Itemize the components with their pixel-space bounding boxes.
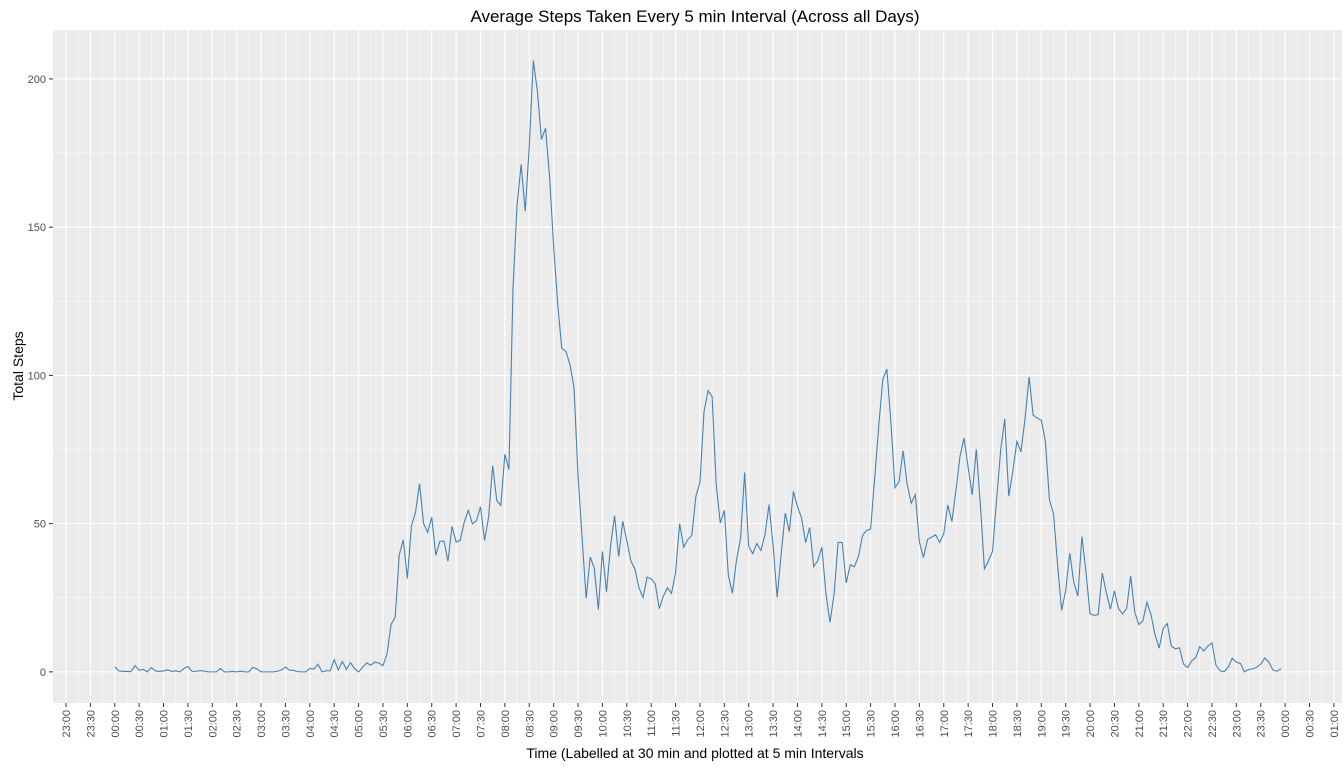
- x-tick-label: 14:30: [817, 710, 829, 738]
- chart-title: Average Steps Taken Every 5 min Interval…: [470, 7, 919, 26]
- x-tick-label: 06:00: [402, 710, 414, 738]
- x-tick-label: 22:30: [1207, 710, 1219, 738]
- x-tick-label: 03:30: [280, 710, 292, 738]
- x-tick-label: 06:30: [427, 710, 439, 738]
- x-tick-label: 18:30: [1012, 710, 1024, 738]
- x-tick-label: 23:30: [85, 710, 97, 738]
- y-axis-title: Total Steps: [10, 331, 26, 400]
- x-tick-label: 10:00: [597, 710, 609, 738]
- y-tick-label: 50: [34, 519, 46, 531]
- x-tick-label: 02:00: [207, 710, 219, 738]
- x-tick-label: 18:00: [988, 710, 1000, 738]
- x-tick-label: 13:00: [744, 710, 756, 738]
- x-tick-label: 05:00: [354, 710, 366, 738]
- x-tick-label: 08:30: [524, 710, 536, 738]
- x-tick-label: 20:00: [1085, 710, 1097, 738]
- x-tick-label: 09:30: [573, 710, 585, 738]
- plot: [114, 60, 1282, 673]
- x-tick-label: 07:30: [475, 710, 487, 738]
- x-tick-label: 15:30: [866, 710, 878, 738]
- x-tick-label: 09:00: [549, 710, 561, 738]
- y-tick-label: 0: [40, 667, 46, 679]
- x-tick-label: 04:30: [329, 710, 341, 738]
- x-tick-label: 21:00: [1134, 710, 1146, 738]
- x-tick-label: 23:00: [1231, 710, 1243, 738]
- x-tick-label: 15:00: [841, 710, 853, 738]
- x-tick-label: 10:30: [622, 710, 634, 738]
- x-tick-label: 04:00: [305, 710, 317, 738]
- x-tick-label: 17:30: [963, 710, 975, 738]
- x-tick-label: 11:00: [646, 710, 658, 737]
- x-tick-label: 13:30: [768, 710, 780, 738]
- x-tick-label: 02:30: [232, 710, 244, 738]
- x-tick-label: 08:00: [500, 710, 512, 738]
- x-tick-label: 16:30: [914, 710, 926, 738]
- x-tick-label: 12:00: [695, 710, 707, 738]
- x-tick-label: 03:00: [256, 710, 268, 738]
- x-tick-label: 00:30: [1304, 710, 1316, 738]
- y-tick-label: 200: [28, 74, 46, 86]
- x-tick-label: 23:30: [1256, 710, 1268, 738]
- y-tick-label: 100: [28, 370, 46, 382]
- x-tick-label: 16:00: [890, 710, 902, 738]
- x-tick-label: 07:00: [451, 710, 463, 738]
- x-tick-label: 19:30: [1061, 710, 1073, 738]
- x-tick-label: 22:00: [1183, 710, 1195, 738]
- x-axis-title: Time (Labelled at 30 min and plotted at …: [526, 745, 863, 761]
- x-tick-label: 00:30: [134, 710, 146, 738]
- x-tick-label: 19:00: [1036, 710, 1048, 738]
- x-tick-label: 01:00: [1329, 710, 1341, 738]
- x-tick-label: 20:30: [1109, 710, 1121, 738]
- series-line: [114, 60, 1282, 673]
- x-tick-label: 01:00: [159, 710, 171, 738]
- x-tick-label: 11:30: [671, 710, 683, 737]
- x-tick-label: 14:00: [792, 710, 804, 738]
- x-tick-label: 12:30: [719, 710, 731, 738]
- panel: [53, 30, 1342, 703]
- x-tick-label: 05:30: [378, 710, 390, 738]
- y-tick-label: 150: [28, 222, 46, 234]
- x-tick-label: 17:00: [939, 710, 951, 738]
- x-tick-label: 21:30: [1158, 710, 1170, 738]
- x-tick-label: 01:30: [183, 710, 195, 738]
- x-tick-label: 00:00: [1280, 710, 1292, 738]
- x-tick-label: 00:00: [110, 710, 122, 738]
- x-tick-label: 23:00: [61, 710, 73, 738]
